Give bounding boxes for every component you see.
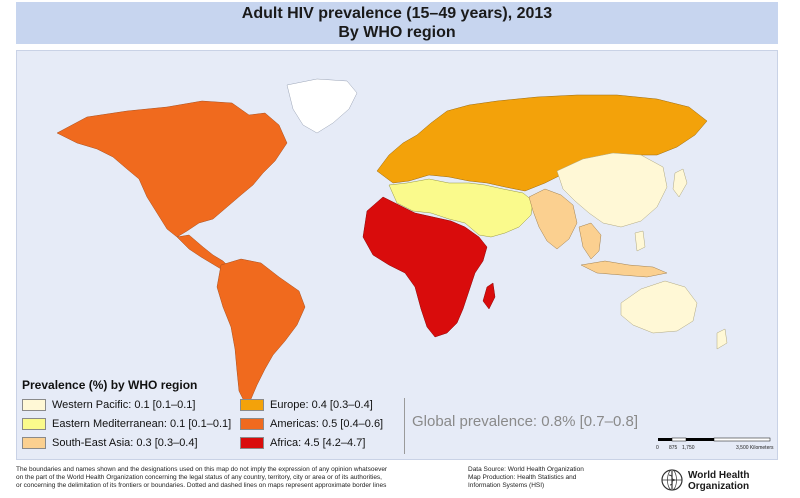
legend-swatch — [240, 437, 264, 450]
region-africa-madagascar[interactable] — [482, 282, 496, 310]
region-americas-central[interactable] — [176, 234, 230, 270]
scale-segment — [671, 437, 687, 442]
region-eastern-mediterranean[interactable] — [388, 178, 534, 238]
region-south-east-asia-indonesia[interactable] — [580, 260, 668, 278]
region-western-pacific-east-asia[interactable] — [556, 152, 668, 228]
legend-label: Europe: 0.4 [0.3–0.4] — [270, 399, 373, 412]
source-line: Map Production: Health Statistics and — [468, 474, 577, 482]
legend-label: Africa: 4.5 [4.2–4.7] — [270, 437, 366, 450]
scale-tick-label: 875 — [669, 445, 678, 451]
legend-label: South-East Asia: 0.3 [0.3–0.4] — [52, 437, 198, 450]
disclaimer-line: The boundaries and names shown and the d… — [16, 466, 388, 473]
title-banner: Adult HIV prevalence (15–49 years), 2013… — [16, 2, 778, 44]
legend-item-americas: Americas: 0.5 [0.4–0.6] — [240, 418, 383, 432]
legend-swatch — [22, 399, 46, 412]
data-source: Data Source: World Health Organization M… — [468, 466, 584, 491]
scale-tick-label: 1,750 — [682, 445, 695, 451]
disclaimer-line: or concerning the delimitation of its fr… — [16, 482, 387, 490]
source-line: Data Source: World Health Organization — [468, 466, 584, 473]
region-americas-south[interactable] — [216, 258, 306, 404]
legend-item-south-east-asia: South-East Asia: 0.3 [0.3–0.4] — [22, 437, 198, 451]
who-name-line: World Health — [688, 470, 750, 481]
legend-item-western-pacific: Western Pacific: 0.1 [0.1–0.1] — [22, 399, 195, 413]
disclaimer: The boundaries and names shown and the d… — [16, 466, 446, 491]
legend-label: Americas: 0.5 [0.4–0.6] — [270, 418, 384, 431]
region-europe[interactable] — [376, 94, 708, 192]
map-frame — [16, 50, 778, 460]
region-africa[interactable] — [362, 196, 488, 338]
scale-tick-label: 3,500 Kilometers — [736, 445, 774, 451]
legend-swatch — [22, 418, 46, 431]
legend-label: Eastern Mediterranean: 0.1 [0.1–0.1] — [52, 418, 232, 431]
region-western-pacific-australia[interactable] — [620, 280, 698, 334]
scale-segment — [686, 438, 714, 441]
map-title: Adult HIV prevalence (15–49 years), 2013 — [241, 5, 553, 22]
legend-swatch — [240, 399, 264, 412]
map-subtitle: By WHO region — [338, 24, 456, 41]
region-western-pacific-philippines[interactable] — [634, 230, 646, 252]
source-line: Information Systems (HSI) — [468, 482, 545, 490]
who-name: World Health Organization — [688, 470, 749, 492]
legend-item-europe: Europe: 0.4 [0.3–0.4] — [240, 399, 373, 413]
who-name-line: Organization — [688, 481, 750, 492]
legend-label: Western Pacific: 0.1 [0.1–0.1] — [52, 399, 196, 412]
global-prevalence: Global prevalence: 0.8% [0.7–0.8] — [412, 413, 638, 430]
legend-swatch — [240, 418, 264, 431]
scale-bar: 0 875 1,750 3,500 Kilometers — [656, 437, 774, 451]
legend-item-africa: Africa: 4.5 [4.2–4.7] — [240, 437, 365, 451]
scale-tick-label: 0 — [656, 445, 659, 451]
region-western-pacific-new-zealand[interactable] — [716, 328, 728, 350]
scale-segment — [713, 437, 771, 442]
legend-swatch — [22, 437, 46, 450]
legend-divider — [404, 398, 405, 454]
disclaimer-line: on the part of the World Health Organiza… — [16, 474, 382, 482]
region-south-east-asia-indochina[interactable] — [578, 222, 602, 260]
legend-title: Prevalence (%) by WHO region — [22, 378, 198, 392]
legend-item-eastern-mediterranean: Eastern Mediterranean: 0.1 [0.1–0.1] — [22, 418, 231, 432]
region-americas-north[interactable] — [56, 100, 288, 238]
scale-segment — [658, 438, 672, 441]
greenland — [286, 78, 358, 134]
who-emblem-icon — [661, 469, 683, 491]
region-western-pacific-japan[interactable] — [672, 168, 688, 198]
world-map — [56, 78, 728, 404]
region-south-east-asia[interactable] — [528, 188, 578, 250]
